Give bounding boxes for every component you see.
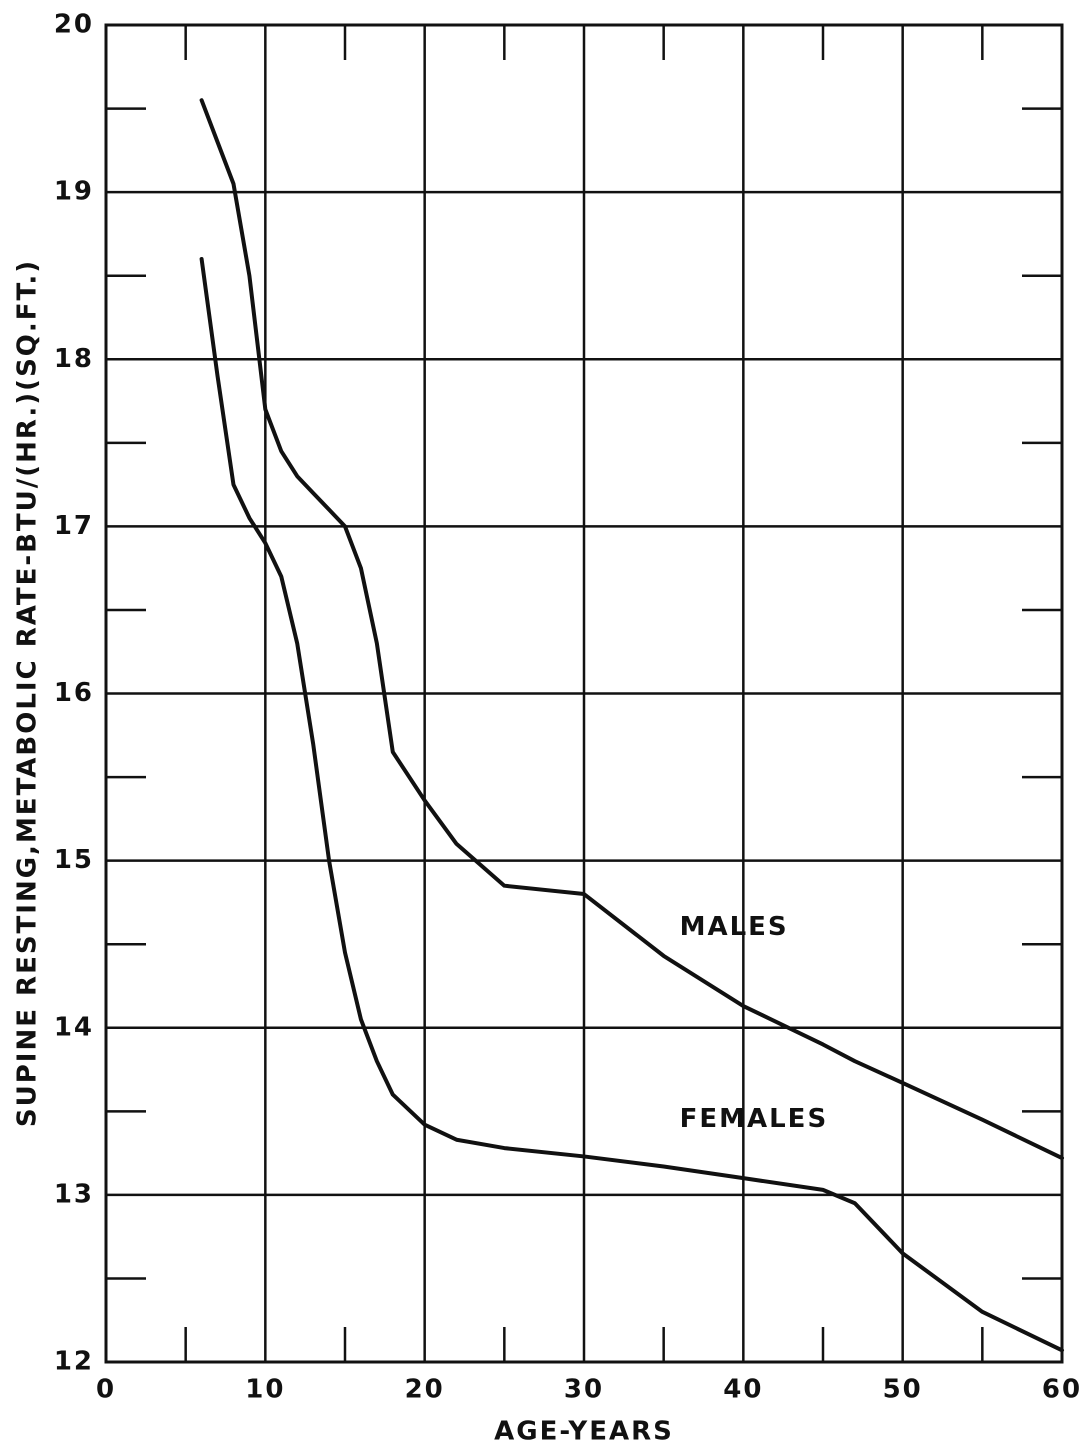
x-tick-label: 20: [405, 1375, 445, 1405]
series-label: FEMALES: [680, 1104, 829, 1134]
series-line: [199, 98, 1064, 1161]
y-tick-label: 17: [54, 511, 94, 541]
y-axis-label: SUPINE RESTING,METABOLIC RATE-BTU/(HR.)(…: [13, 259, 43, 1127]
x-tick-label: 60: [1042, 1375, 1082, 1405]
series-label: MALES: [680, 912, 789, 942]
x-tick-label: 50: [883, 1375, 923, 1405]
x-axis-label: AGE-YEARS: [494, 1417, 674, 1447]
y-tick-label: 20: [54, 10, 94, 40]
y-tick-label: 14: [54, 1012, 94, 1042]
x-tick-label: 40: [723, 1375, 763, 1405]
y-tick-label: 16: [54, 678, 94, 708]
y-tick-label: 12: [54, 1347, 94, 1377]
y-tick-label: 18: [54, 344, 94, 374]
x-tick-label: 30: [564, 1375, 604, 1405]
y-tick-label: 15: [54, 845, 94, 875]
x-tick-label: 0: [96, 1375, 116, 1405]
y-tick-label: 19: [54, 177, 94, 207]
x-tick-label: 10: [245, 1375, 285, 1405]
series-line: [199, 256, 1064, 1353]
y-tick-label: 13: [54, 1179, 94, 1209]
